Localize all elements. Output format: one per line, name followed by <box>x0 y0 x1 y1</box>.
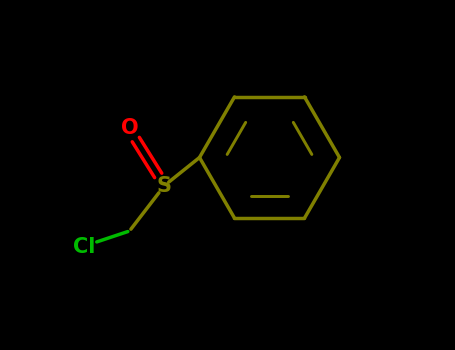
Text: S: S <box>157 175 172 196</box>
Text: O: O <box>121 118 138 138</box>
Text: Cl: Cl <box>73 237 95 257</box>
